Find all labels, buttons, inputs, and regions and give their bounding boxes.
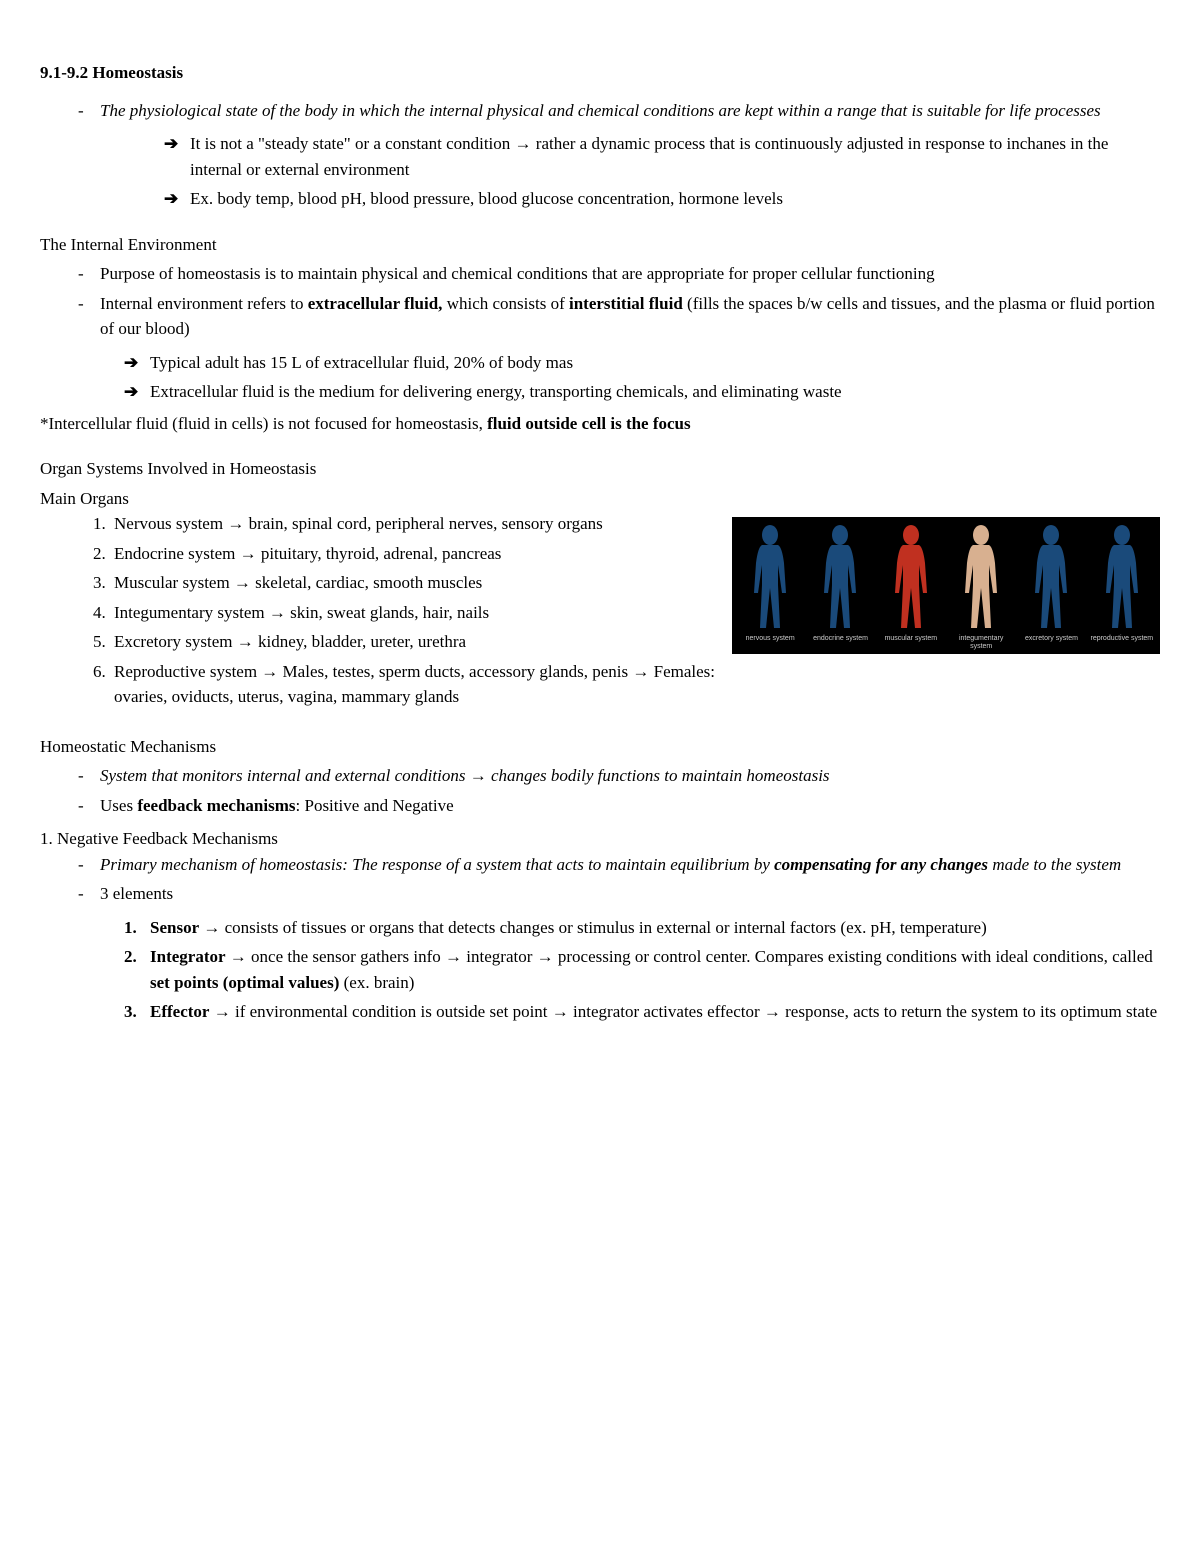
body-figure-1: endocrine system: [806, 523, 874, 650]
emphasis-focus: fluid outside cell is the focus: [487, 414, 691, 433]
text: → if environmental condition is outside …: [209, 1002, 1157, 1021]
term-feedback: feedback mechanisms: [137, 796, 295, 815]
internal-env-p1: Purpose of homeostasis is to maintain ph…: [100, 261, 1160, 287]
body-systems-figure: nervous systemendocrine systemmuscular s…: [732, 517, 1160, 654]
mechanisms-uses: Uses feedback mechanisms: Positive and N…: [100, 793, 1160, 819]
term-extracellular: extracellular fluid,: [308, 294, 443, 313]
organs-row: Nervous system → brain, spinal cord, per…: [40, 511, 1160, 714]
element-effector: 3.Effector → if environmental condition …: [150, 999, 1160, 1025]
body-figure-5: reproductive system: [1088, 523, 1156, 650]
internal-env-list: Purpose of homeostasis is to maintain ph…: [40, 261, 1160, 342]
body-figure-0: nervous system: [736, 523, 804, 650]
term-interstitial: interstitial fluid: [569, 294, 683, 313]
emphasis-compensating: compensating for any changes: [774, 855, 988, 874]
text: : Positive and Negative: [296, 796, 454, 815]
text: *Intercellular fluid (fluid in cells) is…: [40, 414, 487, 433]
text: Internal environment refers to: [100, 294, 308, 313]
mechanisms-heading: Homeostatic Mechanisms: [40, 734, 1160, 760]
ecf-volume: Typical adult has 15 L of extracellular …: [150, 350, 1160, 376]
body-figure-2: muscular system: [877, 523, 945, 650]
text: Uses: [100, 796, 137, 815]
definition-sublist: It is not a "steady state" or a constant…: [80, 131, 1160, 212]
term-sensor: Sensor: [150, 918, 199, 937]
organ-excretory: Excretory system → kidney, bladder, uret…: [110, 629, 716, 655]
intercellular-note: *Intercellular fluid (fluid in cells) is…: [40, 411, 1160, 437]
mechanisms-list: System that monitors internal and extern…: [40, 763, 1160, 818]
organ-integumentary: Integumentary system → skin, sweat gland…: [110, 600, 716, 626]
organ-muscular: Muscular system → skeletal, cardiac, smo…: [110, 570, 716, 596]
term-set-points: set points (optimal values): [150, 973, 339, 992]
organ-systems-list: Nervous system → brain, spinal cord, per…: [40, 511, 716, 710]
term-integrator: Integrator: [150, 947, 226, 966]
three-elements-label: 3 elements: [100, 881, 1160, 907]
organ-systems-heading: Organ Systems Involved in Homeostasis: [40, 456, 1160, 482]
element-sensor: 1.Sensor → consists of tissues or organs…: [150, 915, 1160, 941]
text: → once the sensor gathers info → integra…: [226, 947, 1153, 966]
organ-reproductive: Reproductive system → Males, testes, spe…: [110, 659, 716, 710]
main-organs-subheading: Main Organs: [40, 486, 1160, 512]
body-figure-3: integumentary system: [947, 523, 1015, 650]
page-title: 9.1-9.2 Homeostasis: [40, 60, 1160, 86]
internal-env-p2: Internal environment refers to extracell…: [100, 291, 1160, 342]
text: made to the system: [988, 855, 1121, 874]
definition-list: The physiological state of the body in w…: [40, 98, 1160, 124]
internal-env-heading: The Internal Environment: [40, 232, 1160, 258]
organ-endocrine: Endocrine system → pituitary, thyroid, a…: [110, 541, 716, 567]
def-sub-2: Ex. body temp, blood pH, blood pressure,…: [190, 186, 1160, 212]
negative-feedback-heading: 1. Negative Feedback Mechanisms: [40, 826, 1160, 852]
body-figure-4: excretory system: [1017, 523, 1085, 650]
mechanisms-def: System that monitors internal and extern…: [100, 763, 1160, 789]
elements-list: 1.Sensor → consists of tissues or organs…: [40, 915, 1160, 1025]
text: Primary mechanism of homeostasis: The re…: [100, 855, 774, 874]
organ-nervous: Nervous system → brain, spinal cord, per…: [110, 511, 716, 537]
text: (ex. brain): [339, 973, 414, 992]
neg-feedback-list: Primary mechanism of homeostasis: The re…: [40, 852, 1160, 907]
element-integrator: 2.Integrator → once the sensor gathers i…: [150, 944, 1160, 995]
text: which consists of: [442, 294, 569, 313]
def-sub-1: It is not a "steady state" or a constant…: [190, 131, 1160, 182]
internal-env-sublist: Typical adult has 15 L of extracellular …: [40, 350, 1160, 405]
homeostasis-definition: The physiological state of the body in w…: [100, 98, 1160, 124]
text: → consists of tissues or organs that det…: [199, 918, 987, 937]
neg-feedback-def: Primary mechanism of homeostasis: The re…: [100, 852, 1160, 878]
term-effector: Effector: [150, 1002, 209, 1021]
ecf-role: Extracellular fluid is the medium for de…: [150, 379, 1160, 405]
